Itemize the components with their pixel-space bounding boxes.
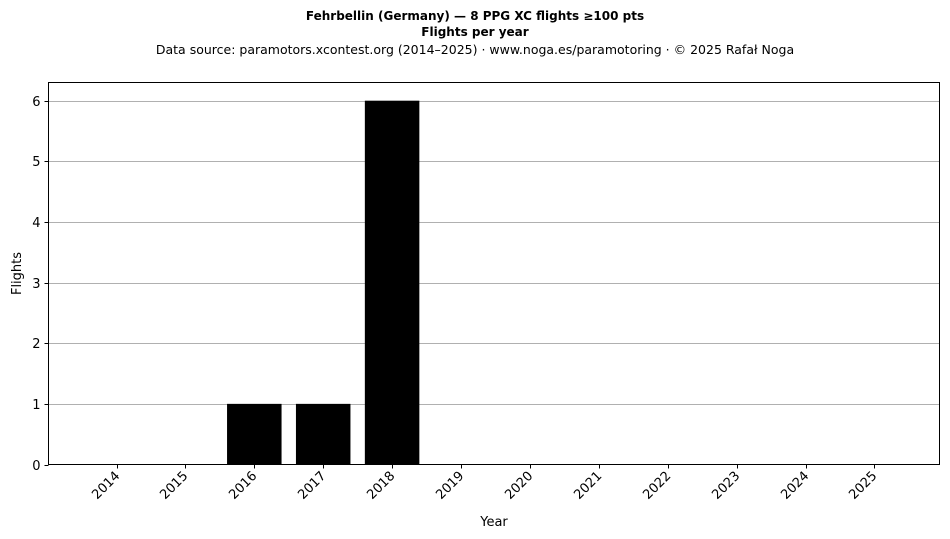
y-axis-label: Flights bbox=[10, 252, 25, 295]
bar-2017 bbox=[295, 403, 351, 465]
x-tick-label: 2016 bbox=[226, 469, 260, 503]
chart-subtitle: Flights per year bbox=[421, 25, 529, 39]
x-tick-label: 2023 bbox=[709, 469, 743, 503]
x-tick-label: 2018 bbox=[364, 469, 398, 503]
x-tick-label: 2021 bbox=[571, 469, 605, 503]
x-tick-label: 2025 bbox=[846, 469, 880, 503]
plot-frame bbox=[48, 82, 940, 465]
x-tick-label: 2014 bbox=[89, 469, 123, 503]
y-tick-label: 4 bbox=[32, 216, 40, 231]
grid-lines bbox=[48, 101, 940, 405]
x-tick-label: 2024 bbox=[778, 469, 812, 503]
y-tick-label: 5 bbox=[32, 155, 40, 170]
x-tick-label: 2020 bbox=[502, 469, 536, 503]
x-tick-label: 2019 bbox=[433, 469, 467, 503]
bar-2018 bbox=[364, 100, 420, 465]
y-tick-label: 0 bbox=[32, 459, 40, 474]
y-axis-ticks: 0 1 2 3 4 5 6 bbox=[32, 95, 49, 474]
y-tick-label: 6 bbox=[32, 95, 40, 110]
y-tick-label: 2 bbox=[32, 337, 40, 352]
bar-2016 bbox=[227, 403, 282, 465]
x-tick-label: 2015 bbox=[157, 469, 191, 503]
chart-title: Fehrbellin (Germany) — 8 PPG XC flights … bbox=[305, 9, 645, 23]
x-tick-label: 2017 bbox=[295, 469, 329, 503]
x-tick-label: 2022 bbox=[640, 469, 674, 503]
bars bbox=[227, 100, 420, 465]
data-source-note: Data source: paramotors.xcontest.org (20… bbox=[155, 42, 795, 57]
y-tick-label: 1 bbox=[32, 398, 40, 413]
y-tick-label: 3 bbox=[32, 277, 40, 292]
x-axis-label: Year bbox=[479, 515, 508, 530]
x-axis-ticks: 2014 2015 2016 2017 2018 2019 2020 2021 2022 2023… bbox=[89, 464, 880, 503]
